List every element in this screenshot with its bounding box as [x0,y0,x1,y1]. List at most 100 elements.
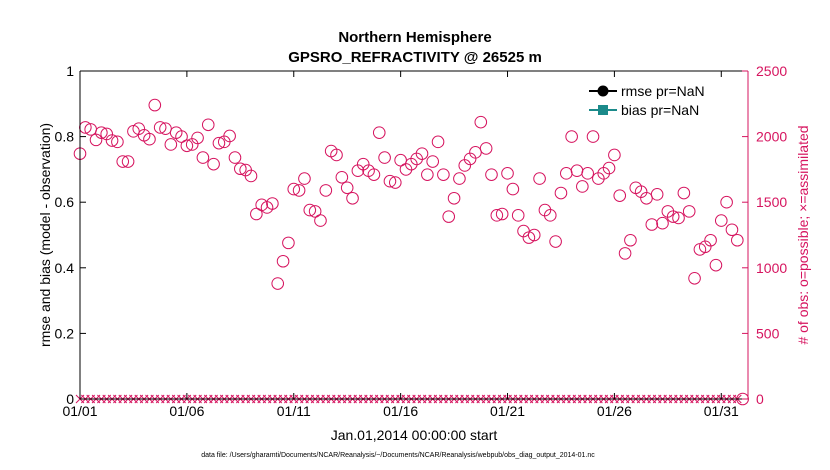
obs-possible-point [191,131,204,145]
obs-possible-point [527,228,541,242]
obs-possible-point [576,180,589,193]
obs-possible-point [330,148,343,162]
x-tick-label: 01/31 [704,403,739,419]
obs-possible-point [234,162,247,176]
obs-possible-point [415,147,429,160]
legend-bias-marker [598,105,608,115]
obs-possible-point [314,214,327,227]
obs-possible-point [709,258,723,272]
obs-possible-point [581,167,594,180]
obs-possible-point [148,98,162,112]
obs-possible-point [490,209,504,222]
obs-possible-point [367,168,381,181]
y-right-tick-label: 1000 [756,260,787,276]
x-tick-label: 01/06 [169,403,204,419]
obs-possible-markers [73,98,749,406]
obs-possible-point [383,174,397,188]
obs-possible-point [447,191,461,205]
obs-possible-point [618,247,632,260]
obs-possible-point [533,172,546,185]
chart-subtitle: GPSRO_REFRACTIVITY @ 26525 m [288,49,542,66]
y-tick-label: 0.2 [55,325,75,341]
obs-possible-point [543,209,557,222]
obs-possible-point [105,134,119,147]
obs-possible-point [704,233,717,247]
x-tick-label: 01/01 [62,403,97,419]
obs-possible-point [720,195,733,209]
obs-possible-point [731,233,744,247]
data-file-footnote: data file: /Users/gharamti/Documents/NCA… [201,452,595,459]
obs-possible-point [340,181,354,195]
x-tick-label: 01/21 [490,403,525,419]
obs-possible-point [421,168,434,181]
obs-possible-point [682,205,696,218]
obs-possible-point [495,207,509,221]
obs-possible-point [650,188,664,201]
y-tick-label: 0.8 [55,129,75,145]
obs-possible-point [645,218,659,231]
obs-possible-point [121,155,135,168]
y-right-axis-label: # of obs: o=possible; ×=assimilated [795,125,811,344]
obs-possible-point [111,135,124,149]
y-right-tick-label: 500 [756,325,780,341]
obs-possible-point [292,184,306,197]
obs-possible-point [442,210,456,223]
obs-possible-point [453,172,466,185]
obs-possible-point [656,216,669,230]
obs-possible-point [271,277,285,290]
obs-possible-point [153,121,167,134]
obs-possible-point [672,211,685,225]
obs-possible-point [506,182,520,196]
obs-possible-point [378,151,391,164]
obs-possible-point [426,155,440,168]
legend: rmse pr=NaN bias pr=NaN [584,77,744,123]
obs-possible-point [346,191,359,205]
obs-possible-point [335,170,349,184]
x-tick-label: 01/16 [383,403,418,419]
chart-title: Northern Hemisphere [338,29,491,46]
obs-possible-point [201,118,215,132]
legend-rmse-marker [597,85,609,97]
y-tick-label: 0 [66,391,74,407]
y-right-tick-label: 2000 [756,129,787,145]
y-right-tick-label: 1500 [756,194,787,210]
y-axis-ticks: 0 0.2 0.4 0.6 0.8 1 [55,63,86,407]
obs-possible-point [624,233,637,247]
x-axis-ticks: 01/01 01/06 01/11 01/16 01/21 01/26 01/31 [62,71,739,419]
obs-possible-point [372,126,386,139]
obs-possible-point [175,130,188,143]
obs-possible-point [511,209,525,222]
y-tick-label: 0.4 [55,260,75,276]
obs-possible-point [554,186,568,200]
obs-possible-point [196,151,210,164]
obs-possible-point [223,129,236,143]
obs-possible-point [308,205,322,218]
x-tick-label: 01/11 [277,403,311,419]
obs-possible-point [501,167,514,180]
obs-possible-point [688,271,701,285]
obs-possible-point [437,168,450,181]
obs-possible-point [250,207,263,221]
obs-possible-point [228,151,242,164]
legend-bias-label: bias pr=NaN [621,102,699,118]
obs-possible-point [613,189,627,202]
obs-possible-point [303,203,317,217]
obs-possible-point [677,186,691,200]
obs-possible-point [319,184,333,197]
legend-rmse-label: rmse pr=NaN [621,83,705,99]
obs-possible-point [485,168,498,181]
obs-possible-point [608,148,621,162]
obs-possible-point [143,132,156,146]
obs-possible-point [95,126,108,139]
obs-possible-point [212,136,226,150]
y-right-tick-label: 0 [756,391,764,407]
obs-possible-point [549,235,562,248]
y-tick-label: 1 [66,63,74,79]
obs-possible-point [431,135,445,149]
obs-possible-point [714,214,728,227]
obs-possible-point [479,142,493,155]
obs-possible-point [287,182,301,196]
y-tick-label: 0.6 [55,194,75,210]
x-tick-label: 01/26 [597,403,632,419]
